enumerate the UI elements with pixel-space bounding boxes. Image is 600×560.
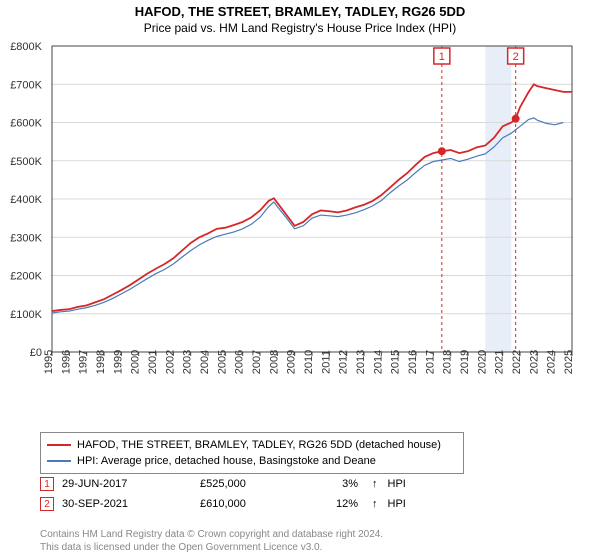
svg-text:2021: 2021 xyxy=(494,350,506,374)
svg-text:2007: 2007 xyxy=(251,350,263,374)
sale-pct: 12% xyxy=(318,498,358,510)
svg-text:1999: 1999 xyxy=(112,350,124,374)
svg-text:2011: 2011 xyxy=(320,350,332,374)
svg-text:1996: 1996 xyxy=(60,350,72,374)
svg-text:1: 1 xyxy=(439,51,445,63)
svg-text:2016: 2016 xyxy=(407,350,419,374)
svg-text:2023: 2023 xyxy=(528,350,540,374)
sale-rel: HPI xyxy=(388,478,406,490)
sale-date: 30-SEP-2021 xyxy=(62,498,192,510)
svg-text:2002: 2002 xyxy=(164,350,176,374)
svg-text:£200K: £200K xyxy=(10,271,42,283)
page-title: HAFOD, THE STREET, BRAMLEY, TADLEY, RG26… xyxy=(0,0,600,19)
svg-text:1995: 1995 xyxy=(43,350,55,374)
price-chart: £0£100K£200K£300K£400K£500K£600K£700K£80… xyxy=(48,42,576,390)
footer-line2: This data is licensed under the Open Gov… xyxy=(40,542,560,555)
up-arrow-icon: ↑ xyxy=(366,478,380,490)
svg-text:£100K: £100K xyxy=(10,309,42,321)
legend: HAFOD, THE STREET, BRAMLEY, TADLEY, RG26… xyxy=(40,432,464,474)
svg-text:2001: 2001 xyxy=(147,350,159,374)
sale-price: £525,000 xyxy=(200,478,310,490)
svg-text:£600K: £600K xyxy=(10,118,42,130)
sale-date: 29-JUN-2017 xyxy=(62,478,192,490)
sale-rel: HPI xyxy=(388,498,406,510)
svg-text:1998: 1998 xyxy=(95,350,107,374)
svg-text:1997: 1997 xyxy=(78,350,90,374)
up-arrow-icon: ↑ xyxy=(366,498,380,510)
page-subtitle: Price paid vs. HM Land Registry's House … xyxy=(0,19,600,35)
legend-label-blue: HPI: Average price, detached house, Basi… xyxy=(77,455,376,467)
svg-text:£400K: £400K xyxy=(10,194,42,206)
svg-text:2003: 2003 xyxy=(182,350,194,374)
sale-marker-2: 2 xyxy=(40,497,54,511)
svg-text:2014: 2014 xyxy=(372,350,384,374)
sale-marker-1: 1 xyxy=(40,477,54,491)
svg-text:2019: 2019 xyxy=(459,350,471,374)
svg-text:£800K: £800K xyxy=(10,41,42,53)
svg-text:£300K: £300K xyxy=(10,232,42,244)
svg-text:2018: 2018 xyxy=(442,350,454,374)
legend-swatch-blue xyxy=(47,460,71,462)
svg-text:2: 2 xyxy=(513,51,519,63)
svg-text:2008: 2008 xyxy=(268,350,280,374)
svg-text:2015: 2015 xyxy=(390,350,402,374)
footer-line1: Contains HM Land Registry data © Crown c… xyxy=(40,529,560,542)
svg-text:2009: 2009 xyxy=(286,350,298,374)
svg-text:2012: 2012 xyxy=(338,350,350,374)
svg-text:2005: 2005 xyxy=(216,350,228,374)
svg-text:2004: 2004 xyxy=(199,350,211,374)
sale-pct: 3% xyxy=(318,478,358,490)
svg-text:2000: 2000 xyxy=(130,350,142,374)
sale-price: £610,000 xyxy=(200,498,310,510)
svg-text:2024: 2024 xyxy=(546,350,558,374)
legend-label-red: HAFOD, THE STREET, BRAMLEY, TADLEY, RG26… xyxy=(77,439,441,451)
legend-swatch-red xyxy=(47,444,71,447)
footer: Contains HM Land Registry data © Crown c… xyxy=(40,529,560,554)
sale-events: 1 29-JUN-2017 £525,000 3% ↑ HPI 2 30-SEP… xyxy=(40,474,560,514)
svg-text:2013: 2013 xyxy=(355,350,367,374)
svg-text:2010: 2010 xyxy=(303,350,315,374)
svg-text:£700K: £700K xyxy=(10,79,42,91)
svg-text:2006: 2006 xyxy=(234,350,246,374)
svg-text:2025: 2025 xyxy=(563,350,575,374)
svg-text:2020: 2020 xyxy=(476,350,488,374)
svg-text:2017: 2017 xyxy=(424,350,436,374)
svg-text:2022: 2022 xyxy=(511,350,523,374)
svg-text:£0: £0 xyxy=(30,347,42,359)
svg-text:£500K: £500K xyxy=(10,156,42,168)
